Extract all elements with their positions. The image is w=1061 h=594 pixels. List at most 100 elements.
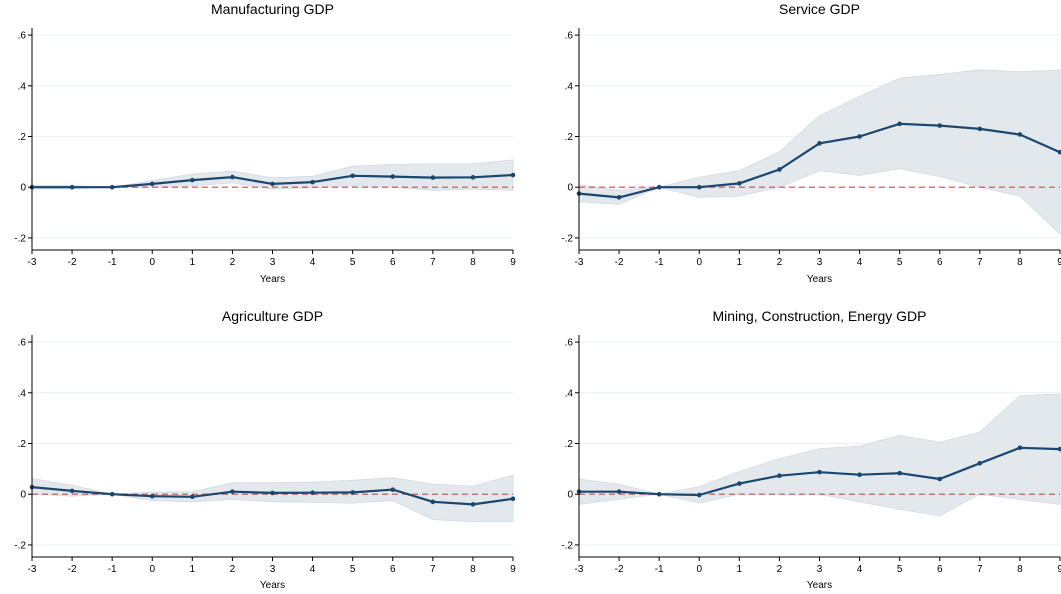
x-tick-label: 0 bbox=[149, 257, 155, 268]
y-tick-label: .4 bbox=[565, 388, 574, 399]
x-tick-label: 1 bbox=[190, 564, 196, 575]
x-tick-label: 3 bbox=[270, 257, 276, 268]
x-tick-label: 2 bbox=[777, 564, 783, 575]
x-tick-label: -1 bbox=[108, 564, 117, 575]
x-tick-label: 2 bbox=[230, 564, 236, 575]
estimate-point bbox=[149, 493, 155, 499]
y-tick-label: 0 bbox=[567, 183, 573, 194]
estimate-point bbox=[350, 490, 355, 495]
confidence-band bbox=[31, 474, 514, 522]
y-tick-label: .6 bbox=[18, 31, 27, 42]
confidence-band bbox=[578, 393, 1061, 517]
x-tick-label: 0 bbox=[696, 564, 702, 575]
estimate-point bbox=[1057, 446, 1061, 452]
panel-title: Mining, Construction, Energy GDP bbox=[713, 308, 927, 324]
x-tick-label: 1 bbox=[737, 257, 743, 268]
estimate-point bbox=[109, 491, 115, 497]
y-tick-label: 0 bbox=[20, 490, 26, 501]
y-tick-label: -.2 bbox=[561, 540, 573, 551]
estimate-point bbox=[616, 195, 622, 200]
estimate-point bbox=[777, 167, 782, 172]
x-tick-label: -1 bbox=[655, 564, 664, 575]
y-tick-label: 0 bbox=[567, 490, 573, 501]
x-tick-label: -2 bbox=[615, 564, 624, 575]
x-tick-label: 6 bbox=[937, 564, 943, 575]
estimate-point bbox=[350, 173, 355, 179]
x-tick-label: 9 bbox=[510, 257, 516, 268]
x-tick-label: -3 bbox=[28, 257, 37, 268]
x-tick-label: 7 bbox=[977, 564, 983, 575]
panel-manufacturing-gdp: Manufacturing GDP Years -.2 0 .2 .4 .6 -3 -2 -1… bbox=[14, 1, 516, 285]
x-tick-label: 6 bbox=[390, 564, 396, 575]
y-tick-label: .2 bbox=[18, 439, 27, 450]
estimate-point bbox=[390, 174, 396, 179]
x-tick-label: 1 bbox=[190, 257, 196, 268]
estimate-point bbox=[737, 481, 742, 486]
x-tick-label: 5 bbox=[350, 257, 356, 268]
estimate-point bbox=[149, 181, 155, 187]
panel-title: Service GDP bbox=[779, 1, 860, 17]
estimate-point bbox=[937, 123, 943, 128]
x-tick-label: -2 bbox=[68, 257, 77, 268]
estimate-point bbox=[230, 489, 235, 494]
x-tick-label: 1 bbox=[737, 564, 743, 575]
estimate-point bbox=[656, 491, 662, 497]
x-tick-label: 9 bbox=[1057, 564, 1061, 575]
y-tick-label: .6 bbox=[18, 338, 27, 349]
y-tick-label: .6 bbox=[565, 31, 574, 42]
estimate-point bbox=[857, 472, 862, 477]
axes: -.2 0 .2 .4 .6 -3 -2 -1 0 1 2 3 4 5 6 7 8 9 bbox=[14, 335, 516, 575]
x-tick-label: 4 bbox=[310, 564, 316, 575]
x-tick-label: 9 bbox=[1057, 257, 1061, 268]
x-axis-label: Years bbox=[807, 580, 832, 591]
y-tick-label: .4 bbox=[18, 81, 27, 92]
estimate-point bbox=[817, 469, 822, 475]
estimate-point bbox=[897, 121, 902, 127]
x-tick-label: -2 bbox=[68, 564, 77, 575]
axes: -.2 0 .2 .4 .6 -3 -2 -1 0 1 2 3 4 5 6 7 8 9 bbox=[561, 335, 1061, 575]
x-tick-label: -3 bbox=[28, 564, 37, 575]
panel-agriculture-gdp: Agriculture GDP Years -.2 0 .2 .4 .6 -3 -2 -1 0 1… bbox=[14, 308, 516, 591]
estimate-point bbox=[817, 141, 822, 146]
estimate-point bbox=[737, 181, 742, 186]
estimate-point bbox=[1017, 445, 1023, 451]
x-tick-label: 0 bbox=[696, 257, 702, 268]
x-tick-label: 7 bbox=[430, 564, 436, 575]
x-tick-label: 4 bbox=[857, 564, 863, 575]
axes: -.2 0 .2 .4 .6 -3 -2 -1 0 1 2 3 4 5 6 7 8 9 bbox=[561, 28, 1061, 268]
panel-service-gdp: Service GDP Years -.2 0 .2 .4 .6 -3 -2 -1 0 1 2 3 4 5… bbox=[561, 1, 1061, 285]
x-tick-label: 9 bbox=[510, 564, 516, 575]
estimate-point bbox=[977, 460, 983, 466]
x-axis-label: Years bbox=[807, 274, 832, 285]
x-tick-label: 7 bbox=[430, 257, 436, 268]
x-tick-label: 6 bbox=[937, 257, 943, 268]
x-tick-label: -3 bbox=[575, 257, 584, 268]
estimate-point bbox=[270, 490, 275, 496]
estimate-point bbox=[270, 181, 275, 187]
y-tick-label: .4 bbox=[565, 81, 574, 92]
estimate-point bbox=[69, 184, 75, 190]
axes: -.2 0 .2 .4 .6 -3 -2 -1 0 1 2 3 4 5 6 7 8 9 bbox=[14, 28, 516, 268]
x-tick-label: 0 bbox=[149, 564, 155, 575]
plot-area bbox=[29, 34, 516, 239]
x-tick-label: 6 bbox=[390, 257, 396, 268]
estimate-point bbox=[190, 494, 195, 500]
x-tick-label: 5 bbox=[897, 564, 903, 575]
estimate-point bbox=[857, 134, 862, 139]
y-tick-label: .4 bbox=[18, 388, 27, 399]
x-tick-label: -2 bbox=[615, 257, 624, 268]
y-tick-label: .2 bbox=[565, 439, 574, 450]
x-tick-label: 5 bbox=[897, 257, 903, 268]
x-tick-label: 8 bbox=[1017, 564, 1023, 575]
estimate-point bbox=[1057, 149, 1061, 155]
y-tick-label: -.2 bbox=[14, 540, 26, 551]
estimate-point bbox=[430, 175, 436, 180]
estimate-point bbox=[510, 496, 516, 502]
y-tick-label: .6 bbox=[565, 338, 574, 349]
estimate-point bbox=[777, 473, 782, 479]
x-tick-label: 4 bbox=[857, 257, 863, 268]
x-tick-label: -3 bbox=[575, 564, 584, 575]
panel-title: Manufacturing GDP bbox=[211, 1, 334, 17]
x-tick-label: 3 bbox=[817, 257, 823, 268]
